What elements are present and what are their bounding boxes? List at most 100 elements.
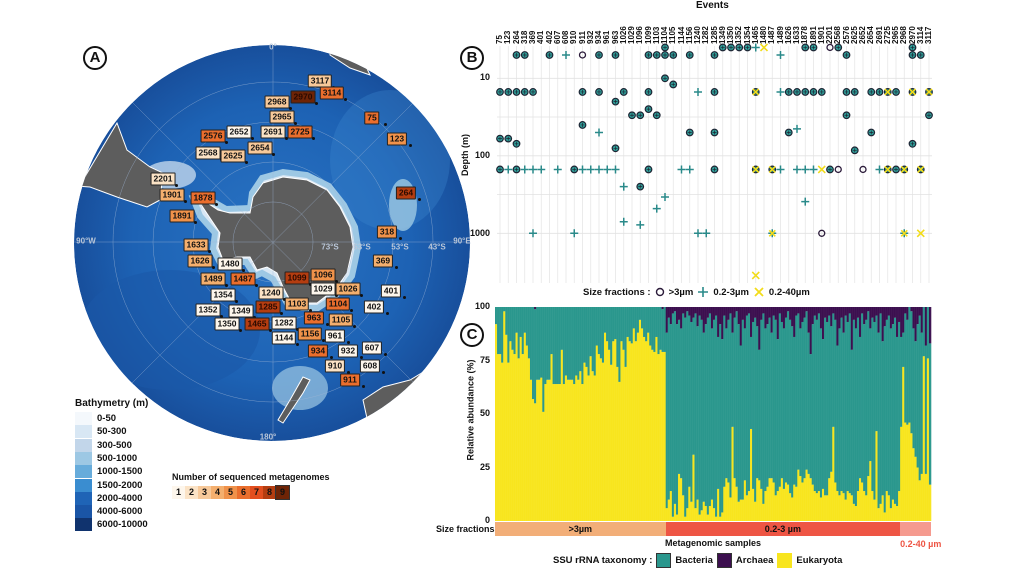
station-label[interactable]: 911 bbox=[340, 373, 360, 387]
station-label[interactable]: 2652 bbox=[226, 125, 252, 139]
bar-bacteria bbox=[684, 317, 687, 517]
depth-point bbox=[595, 88, 603, 96]
station-label[interactable]: 264 bbox=[395, 186, 417, 200]
station-label[interactable]: 1487 bbox=[230, 272, 256, 286]
station-label[interactable]: 2654 bbox=[247, 141, 273, 155]
bar-bacteria bbox=[507, 307, 510, 363]
bar-bacteria bbox=[865, 319, 868, 496]
station-label[interactable]: 1891 bbox=[169, 209, 195, 223]
station-label[interactable]: 1096 bbox=[310, 268, 336, 282]
bar-eukaryota bbox=[768, 478, 771, 521]
bar-archaea bbox=[778, 307, 782, 314]
station-label[interactable]: 608 bbox=[359, 359, 381, 373]
station-label[interactable]: 1282 bbox=[271, 316, 297, 330]
station-label[interactable]: 1029 bbox=[310, 282, 336, 296]
station-label[interactable]: 1156 bbox=[297, 327, 323, 341]
station-label[interactable]: 123 bbox=[386, 132, 408, 146]
bar-eukaryota bbox=[764, 491, 767, 521]
station-label[interactable]: 2970 bbox=[290, 90, 316, 104]
bar-bacteria bbox=[731, 332, 734, 427]
depth-point bbox=[702, 229, 711, 238]
station-label[interactable]: 369 bbox=[372, 254, 394, 268]
station-marker bbox=[360, 294, 363, 297]
station-label[interactable]: 1144 bbox=[271, 331, 297, 345]
station-label[interactable]: 75 bbox=[364, 111, 380, 125]
bar-bacteria bbox=[661, 309, 664, 352]
station-label[interactable]: 3114 bbox=[319, 86, 345, 100]
station-label[interactable]: 1240 bbox=[258, 286, 284, 300]
bar-bacteria bbox=[495, 307, 498, 325]
station-label[interactable]: 1489 bbox=[200, 272, 226, 286]
bar-eukaryota bbox=[725, 478, 728, 521]
station-label[interactable]: 1480 bbox=[217, 257, 243, 271]
depth-point bbox=[677, 165, 686, 174]
station-label[interactable]: 1105 bbox=[328, 313, 354, 327]
station-label[interactable]: 2968 bbox=[264, 95, 290, 109]
station-label[interactable]: 1626 bbox=[187, 254, 213, 268]
station-label[interactable]: 2568 bbox=[195, 146, 221, 160]
station-label[interactable]: 1104 bbox=[325, 297, 351, 311]
depth-point bbox=[908, 139, 917, 148]
station-label[interactable]: 1349 bbox=[228, 304, 254, 318]
station-label[interactable]: 2691 bbox=[260, 125, 286, 139]
depth-point bbox=[850, 146, 859, 155]
bar-bacteria bbox=[595, 307, 599, 346]
bar-bacteria bbox=[721, 339, 724, 513]
station-label[interactable]: 1465 bbox=[244, 317, 270, 331]
station-label[interactable]: 2725 bbox=[287, 125, 313, 139]
bar-eukaryota bbox=[731, 426, 734, 521]
panel-c-letter: C bbox=[460, 323, 484, 347]
station-label[interactable]: 2201 bbox=[150, 172, 176, 186]
depth-point bbox=[875, 88, 884, 96]
station-label[interactable]: 963 bbox=[303, 311, 325, 325]
bathymetry-label: 1000-1500 bbox=[97, 466, 143, 478]
station-label[interactable]: 932 bbox=[337, 344, 359, 358]
bar-bacteria bbox=[698, 315, 701, 515]
station-label[interactable]: 401 bbox=[380, 284, 402, 298]
station-label[interactable]: 1901 bbox=[159, 188, 185, 202]
station-marker bbox=[255, 284, 258, 287]
bar-bacteria bbox=[536, 307, 539, 380]
station-label[interactable]: 2965 bbox=[269, 110, 295, 124]
station-label[interactable]: 1354 bbox=[210, 288, 236, 302]
station-label[interactable]: 910 bbox=[324, 359, 346, 373]
bar-eukaryota bbox=[704, 506, 708, 521]
depth-point bbox=[520, 88, 529, 96]
station-label[interactable]: 1103 bbox=[284, 297, 310, 311]
depth-point bbox=[694, 229, 702, 238]
station-marker bbox=[362, 385, 365, 388]
station-label[interactable]: 961 bbox=[324, 329, 346, 343]
station-marker bbox=[353, 325, 356, 328]
bar-bacteria bbox=[702, 332, 706, 502]
station-label[interactable]: 1099 bbox=[284, 271, 310, 285]
depth-point bbox=[710, 165, 719, 174]
station-label[interactable]: 1878 bbox=[190, 191, 216, 205]
station-label[interactable]: 934 bbox=[307, 344, 329, 358]
station-label[interactable]: 2576 bbox=[200, 129, 226, 143]
station-label[interactable]: 318 bbox=[376, 225, 398, 239]
bar-archaea bbox=[692, 307, 695, 318]
count-legend-swatch: 4 bbox=[211, 486, 224, 499]
bar-eukaryota bbox=[566, 379, 570, 521]
station-label[interactable]: 1026 bbox=[335, 282, 361, 296]
bar-archaea bbox=[852, 307, 856, 320]
legend-archaea: Archaea bbox=[735, 555, 774, 566]
station-label[interactable]: 2625 bbox=[220, 149, 246, 163]
bar-archaea bbox=[830, 307, 833, 327]
bathymetry-legend-item: 0-50 bbox=[75, 412, 116, 425]
bar-archaea bbox=[928, 307, 932, 344]
bar-eukaryota bbox=[887, 495, 891, 521]
station-label[interactable]: 607 bbox=[361, 341, 383, 355]
depth-point bbox=[595, 128, 603, 137]
depth-point bbox=[529, 88, 537, 96]
bar-eukaryota bbox=[733, 478, 736, 521]
station-label[interactable]: 1352 bbox=[195, 303, 221, 317]
bar-eukaryota bbox=[867, 476, 870, 521]
bar-archaea bbox=[815, 307, 819, 320]
station-label[interactable]: 1633 bbox=[183, 238, 209, 252]
bar-archaea bbox=[737, 307, 741, 325]
station-label[interactable]: 1350 bbox=[214, 317, 240, 331]
station-label[interactable]: 1285 bbox=[255, 300, 281, 314]
station-label[interactable]: 402 bbox=[363, 300, 385, 314]
